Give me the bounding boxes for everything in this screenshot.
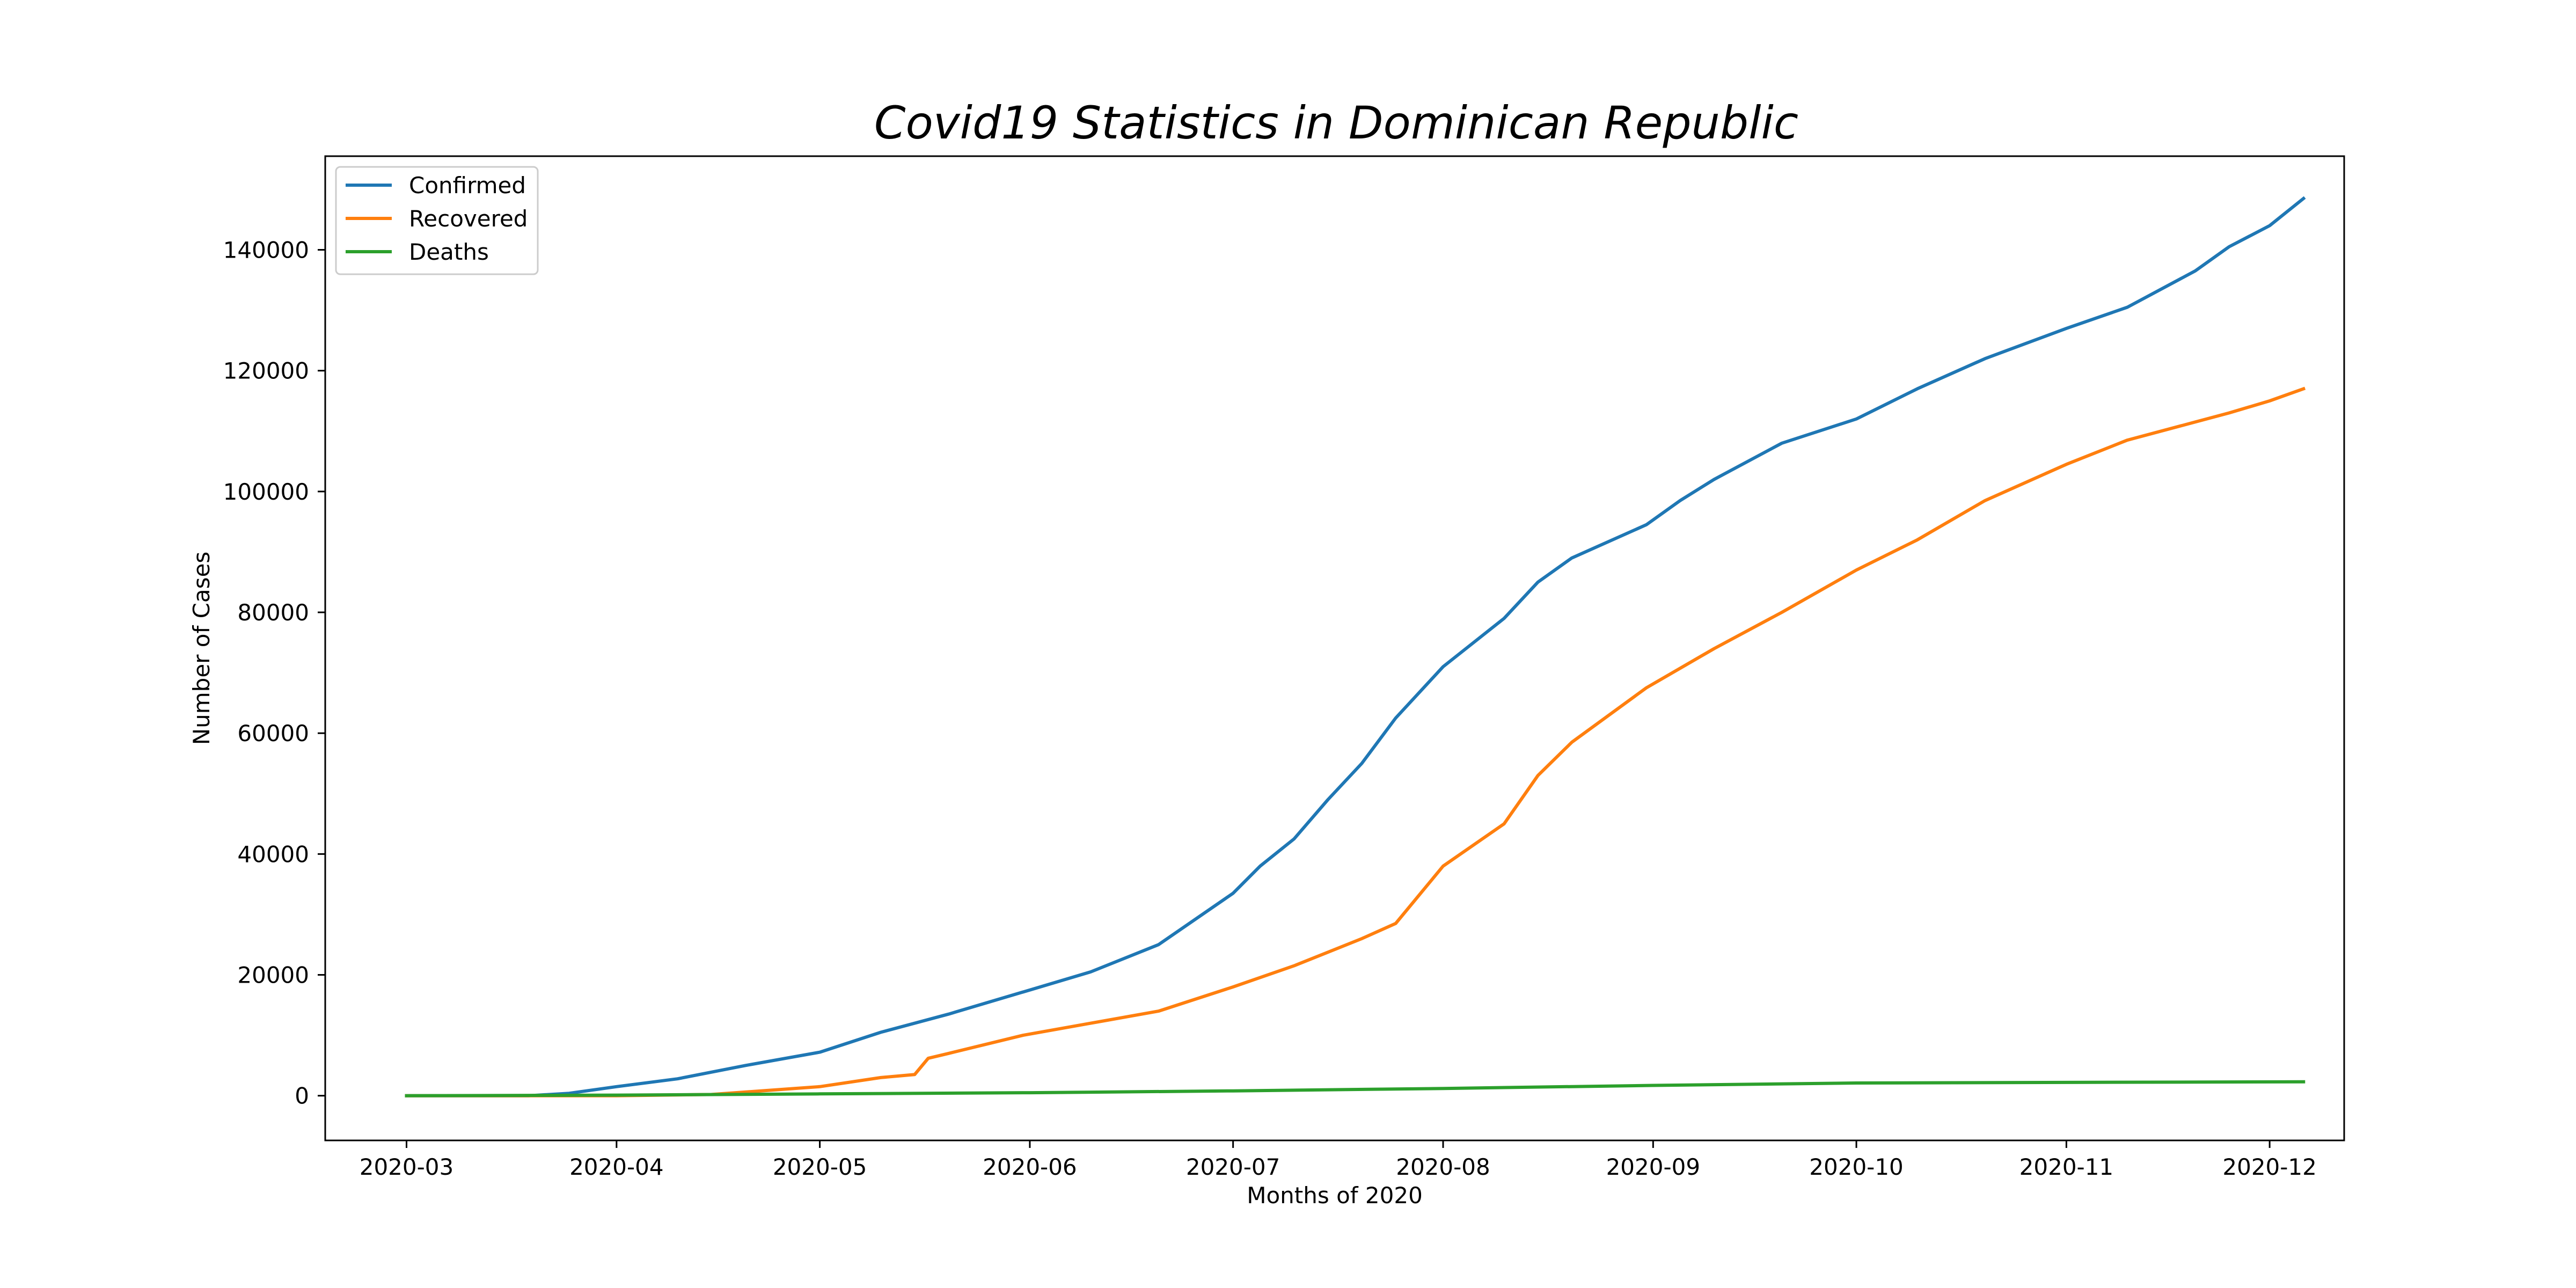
y-tick-label: 40000 [237, 841, 309, 867]
legend-label-recovered: Recovered [409, 206, 528, 232]
legend-label-confirmed: Confirmed [409, 172, 526, 199]
x-axis-label: Months of 2020 [1247, 1182, 1423, 1209]
series-line-deaths [405, 1080, 2306, 1097]
x-tick-label: 2020-04 [569, 1154, 664, 1180]
legend: Confirmed Recovered Deaths [335, 166, 539, 275]
y-tick-label: 140000 [223, 237, 309, 264]
x-tick-label: 2020-08 [1396, 1154, 1490, 1180]
y-tick-label: 20000 [237, 962, 309, 989]
x-axis: 2020-03 2020-04 2020-05 2020-06 2020-07 2020-… [360, 1140, 2317, 1180]
series-line-confirmed [405, 196, 2306, 1097]
plot-frame [324, 155, 2345, 1141]
y-axis-label: Number of Cases [188, 552, 215, 745]
x-tick-label: 2020-10 [1809, 1154, 1904, 1180]
x-tick-label: 2020-09 [1606, 1154, 1701, 1180]
x-tick-label: 2020-11 [2019, 1154, 2114, 1180]
y-tick-label: 80000 [237, 599, 309, 626]
x-tick-label: 2020-03 [360, 1154, 454, 1180]
y-tick-label: 0 [295, 1083, 309, 1109]
legend-label-deaths: Deaths [409, 239, 489, 265]
y-tick-label: 120000 [223, 358, 309, 384]
legend-box [335, 166, 539, 275]
x-tick-label: 2020-07 [1186, 1154, 1280, 1180]
x-tick-label: 2020-06 [983, 1154, 1077, 1180]
y-axis: 0 20000 40000 60000 80000 100000 120000 140000 [223, 237, 325, 1109]
series-line-recovered [405, 386, 2306, 1097]
chart-title: Covid19 Statistics in Dominican Republic [874, 97, 1798, 149]
y-tick-label: 60000 [237, 720, 309, 747]
x-tick-label: 2020-12 [2222, 1154, 2317, 1180]
x-tick-label: 2020-05 [773, 1154, 867, 1180]
y-tick-label: 100000 [223, 479, 309, 505]
plot-area [405, 196, 2306, 1097]
